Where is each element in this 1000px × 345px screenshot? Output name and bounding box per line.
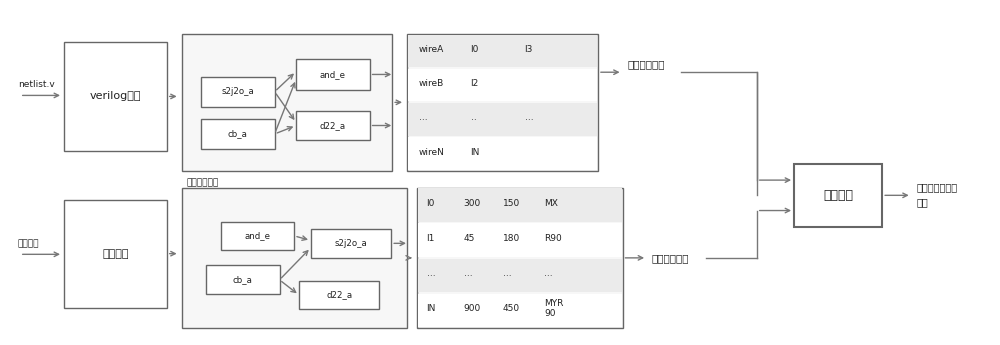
- Bar: [418, 224, 622, 257]
- Text: d22_a: d22_a: [326, 290, 352, 299]
- Text: wireB: wireB: [419, 79, 444, 88]
- Bar: [408, 69, 597, 101]
- Text: MYR
90: MYR 90: [544, 299, 563, 318]
- Text: netlist.v: netlist.v: [18, 80, 55, 89]
- Text: IN: IN: [426, 304, 436, 313]
- Text: 180: 180: [503, 234, 520, 243]
- Text: ...: ...: [544, 269, 553, 278]
- Bar: [201, 77, 275, 107]
- Text: MX: MX: [544, 199, 558, 208]
- Text: 45: 45: [464, 234, 475, 243]
- Text: 输出互联关系: 输出互联关系: [627, 59, 665, 69]
- Bar: [418, 188, 622, 222]
- Text: 数据匹配: 数据匹配: [823, 189, 853, 202]
- Text: R90: R90: [544, 234, 562, 243]
- Text: 450: 450: [503, 304, 520, 313]
- Text: 900: 900: [464, 304, 481, 313]
- Bar: [206, 266, 280, 294]
- Text: s2j2o_a: s2j2o_a: [221, 87, 254, 96]
- Bar: [64, 199, 167, 308]
- Text: I0: I0: [471, 45, 479, 54]
- Text: 输出端口坐标: 输出端口坐标: [652, 253, 689, 263]
- Text: wireN: wireN: [419, 148, 445, 157]
- Text: d22_a: d22_a: [320, 121, 346, 130]
- Bar: [417, 188, 622, 328]
- Text: wireA: wireA: [419, 45, 444, 54]
- Text: s2j2o_a: s2j2o_a: [335, 239, 367, 248]
- Bar: [408, 34, 597, 67]
- Bar: [408, 103, 597, 136]
- Text: and_e: and_e: [244, 231, 270, 240]
- Bar: [299, 281, 379, 309]
- Bar: [201, 119, 275, 149]
- Text: 150: 150: [503, 199, 520, 208]
- Text: ...: ...: [419, 113, 427, 122]
- Text: I0: I0: [426, 199, 435, 208]
- Bar: [408, 137, 597, 170]
- Text: I3: I3: [524, 45, 533, 54]
- Bar: [794, 164, 882, 227]
- Bar: [418, 294, 622, 327]
- Bar: [221, 221, 294, 250]
- Text: 300: 300: [464, 199, 481, 208]
- Text: ..: ..: [471, 113, 476, 122]
- Text: 输出坐标互连线: 输出坐标互连线: [916, 182, 958, 192]
- Text: ...: ...: [464, 269, 472, 278]
- Bar: [407, 34, 598, 171]
- Text: verilog编译: verilog编译: [90, 91, 141, 101]
- Text: ...: ...: [524, 113, 533, 122]
- Text: 版图信息: 版图信息: [18, 239, 39, 248]
- Text: I2: I2: [471, 79, 479, 88]
- Text: 版图信息分析: 版图信息分析: [186, 178, 219, 187]
- Text: ...: ...: [426, 269, 435, 278]
- Text: I1: I1: [426, 234, 435, 243]
- Text: 版图信息: 版图信息: [102, 249, 129, 259]
- Bar: [296, 59, 370, 90]
- Text: cb_a: cb_a: [233, 275, 253, 284]
- Bar: [64, 42, 167, 150]
- Text: cb_a: cb_a: [228, 129, 248, 138]
- Text: and_e: and_e: [320, 70, 346, 79]
- Bar: [182, 34, 392, 171]
- Text: 坐标: 坐标: [916, 197, 928, 207]
- Bar: [182, 188, 407, 328]
- Bar: [311, 229, 391, 258]
- Text: ...: ...: [503, 269, 512, 278]
- Bar: [296, 111, 370, 140]
- Bar: [418, 258, 622, 292]
- Text: IN: IN: [471, 148, 480, 157]
